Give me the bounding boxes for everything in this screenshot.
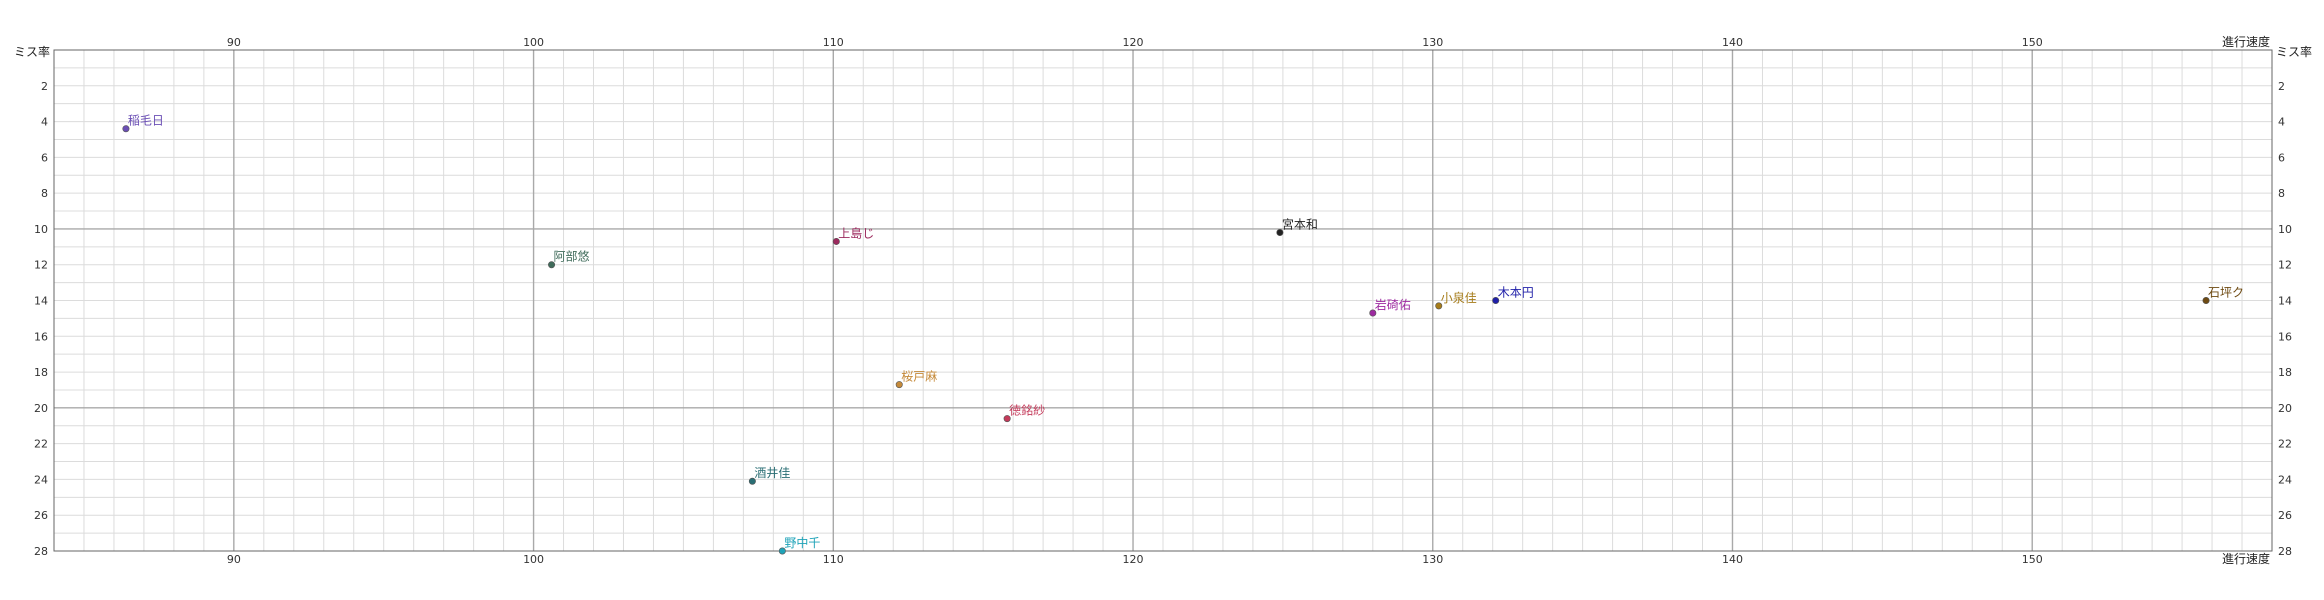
y-tick-label-right: 28	[2278, 545, 2292, 558]
data-point	[122, 125, 130, 133]
data-point-label: 石坪ク	[2208, 286, 2244, 300]
data-point-label: 稲毛日	[128, 114, 164, 128]
data-point	[548, 261, 556, 269]
y-tick-label-left: 28	[34, 545, 48, 558]
x-tick-label-top: 130	[1422, 36, 1443, 49]
y-tick-label-right: 20	[2278, 402, 2292, 415]
y-tick-label-right: 14	[2278, 295, 2292, 308]
y-tick-label-left: 22	[34, 438, 48, 451]
x-tick-label-bottom: 150	[2022, 553, 2043, 566]
y-tick-label-left: 2	[41, 80, 48, 93]
x-tick-label-bottom: 140	[1722, 553, 1743, 566]
y-tick-label-left: 12	[34, 259, 48, 272]
y-tick-label-left: 14	[34, 295, 48, 308]
y-tick-label-right: 2	[2278, 80, 2285, 93]
data-point	[1003, 415, 1011, 423]
x-axis-label-top: 進行速度	[2222, 34, 2270, 49]
y-tick-label-left: 6	[41, 151, 48, 164]
x-tick-labels: 90 90 100 100 110 110 120 120 130 130 140 140 150 150	[227, 36, 2043, 566]
y-tick-label-right: 18	[2278, 366, 2292, 379]
data-point	[832, 237, 840, 245]
data-point	[778, 547, 786, 555]
y-tick-label-right: 26	[2278, 509, 2292, 522]
data-point-label: 酒井佳	[754, 466, 790, 480]
y-tick-label-left: 16	[34, 330, 48, 343]
y-tick-label-right: 16	[2278, 330, 2292, 343]
y-tick-label-right: 4	[2278, 116, 2285, 129]
x-tick-label-top: 90	[227, 36, 241, 49]
x-tick-label-bottom: 120	[1123, 553, 1144, 566]
data-point-label: 上島じ	[838, 225, 874, 240]
data-point	[1276, 229, 1284, 237]
data-point	[895, 381, 903, 389]
data-point	[1369, 309, 1377, 317]
data-point-label: 桜戸麻	[901, 369, 937, 384]
data-point-label: 野中千	[784, 535, 820, 550]
x-tick-label-top: 120	[1123, 36, 1144, 49]
x-tick-label-bottom: 110	[823, 553, 844, 566]
y-tick-label-right: 6	[2278, 151, 2285, 164]
data-point-label: 宮本和	[1282, 217, 1318, 232]
y-tick-label-left: 24	[34, 473, 48, 486]
data-point	[2202, 296, 2210, 304]
y-tick-label-right: 8	[2278, 187, 2285, 200]
y-tick-label-left: 20	[34, 402, 48, 415]
y-tick-label-right: 24	[2278, 473, 2292, 486]
y-tick-label-right: 10	[2278, 223, 2292, 236]
data-point-label: 岩碕佑	[1375, 297, 1411, 312]
y-axis-label-right: ミス率	[2276, 44, 2312, 59]
y-tick-label-left: 18	[34, 366, 48, 379]
minor-grid	[53, 49, 2273, 552]
y-tick-label-left: 4	[41, 116, 48, 129]
x-tick-label-bottom: 100	[523, 553, 544, 566]
data-point	[1492, 296, 1500, 304]
x-tick-label-bottom: 90	[227, 553, 241, 566]
y-tick-label-right: 12	[2278, 259, 2292, 272]
major-grid	[54, 50, 2272, 551]
y-tick-label-left: 8	[41, 187, 48, 200]
x-tick-label-top: 110	[823, 36, 844, 49]
data-point	[1435, 302, 1443, 310]
y-axis-label-left: ミス率	[14, 44, 50, 59]
y-tick-label-right: 22	[2278, 438, 2292, 451]
x-tick-label-bottom: 130	[1422, 553, 1443, 566]
x-tick-label-top: 150	[2022, 36, 2043, 49]
data-point-label: 徳銘紗	[1009, 403, 1045, 418]
plot-frame	[53, 49, 2273, 552]
y-tick-label-left: 26	[34, 509, 48, 522]
data-point-label: 小泉佳	[1441, 291, 1477, 305]
x-axis-label-bottom: 進行速度	[2222, 551, 2270, 566]
data-point-label: 木本円	[1498, 286, 1534, 300]
x-tick-label-top: 140	[1722, 36, 1743, 49]
x-tick-label-top: 100	[523, 36, 544, 49]
data-point-label: 阿部悠	[554, 249, 590, 264]
y-tick-label-left: 10	[34, 223, 48, 236]
data-point	[748, 477, 756, 485]
